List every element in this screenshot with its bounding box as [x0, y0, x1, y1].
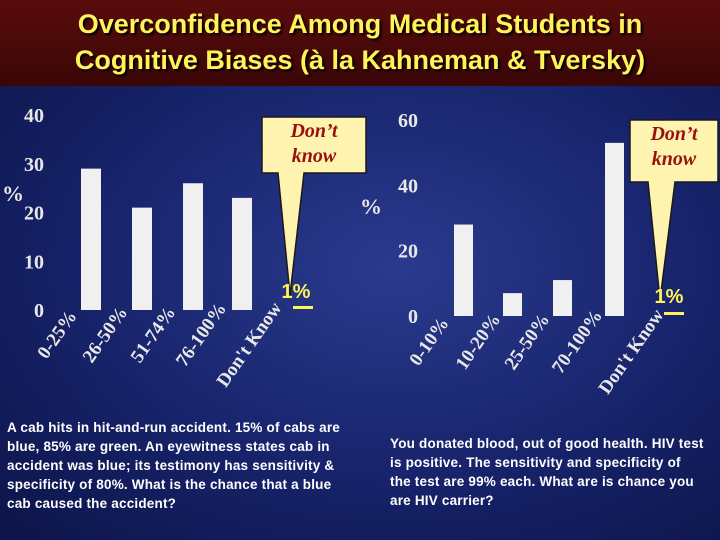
- chart2-ytick: 0: [408, 306, 418, 328]
- chart1-callout-bubble: [261, 116, 367, 296]
- chart1-callout-line-1: Don’t: [289, 120, 338, 142]
- chart2-callout-bubble: [629, 119, 719, 301]
- chart2-category-label: 25-50%: [501, 310, 555, 374]
- chart2-bar: [605, 142, 624, 316]
- chart2-ytick: 40: [398, 175, 418, 197]
- hiv-problem-text: You donated blood, out of good health. H…: [390, 436, 704, 508]
- chart1-category-label: 26-50%: [79, 303, 133, 367]
- chart1-bar: [183, 183, 203, 310]
- chart1-dontknow-bar: [293, 306, 313, 309]
- chart1-ytick: 30: [24, 154, 44, 176]
- slide-title: Overconfidence Among Medical Students in…: [0, 6, 720, 78]
- chart1-bar: [232, 197, 252, 310]
- chart1-ytick: 0: [34, 300, 44, 322]
- chart1-ytick: 40: [24, 105, 44, 127]
- chart2-ytick: 20: [398, 241, 418, 263]
- title-bar: [0, 0, 720, 86]
- chart1-callout-line-2: know: [292, 145, 337, 167]
- cab-problem-text: A cab hits in hit-and-run accident. 15% …: [7, 420, 341, 511]
- chart1-dontknow-value: 1%: [282, 281, 311, 303]
- chart2-bar: [454, 224, 473, 316]
- chart2-category-label: 70-100%: [548, 306, 607, 378]
- chart1-ytick: 20: [24, 203, 44, 225]
- title-line-2: Cognitive Biases (à la Kahneman & Tversk…: [74, 45, 646, 75]
- chart2-ylabel: %: [360, 194, 382, 219]
- chart2-ytick: 60: [398, 110, 418, 132]
- chart1-bar: [81, 168, 101, 310]
- chart2-callout-line-2: know: [652, 148, 697, 170]
- chart2-bar: [553, 280, 572, 316]
- title-line-1: Overconfidence Among Medical Students in: [77, 9, 643, 39]
- chart1-ytick: 10: [24, 251, 44, 273]
- chart2-callout-line-1: Don’t: [649, 123, 698, 145]
- chart2-category-label: 10-20%: [452, 310, 506, 374]
- chart2-bar: [503, 293, 522, 316]
- chart1-ylabel: %: [2, 181, 24, 206]
- chart1-bar: [132, 207, 152, 310]
- chart2-dontknow-bar: [664, 312, 684, 315]
- chart2-dontknow-value: 1%: [655, 286, 684, 308]
